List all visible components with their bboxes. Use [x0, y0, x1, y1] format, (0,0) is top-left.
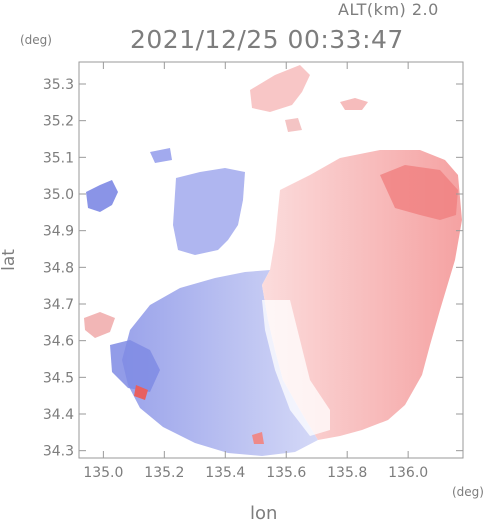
- plot-frame: [78, 61, 464, 459]
- y-tick-label: 35.2: [43, 114, 74, 130]
- y-tick-label: 34.6: [43, 334, 74, 350]
- x-tick-label: 135.4: [205, 465, 245, 481]
- y-tick-label: 34.5: [43, 370, 74, 386]
- x-tick-label: 135.6: [266, 465, 306, 481]
- approaching-echo-region: [122, 270, 318, 456]
- timestamp-title: 2021/12/25 00:33:47: [130, 25, 404, 54]
- approaching-echo-region-north: [173, 168, 245, 255]
- receding-echo-region-north: [250, 65, 310, 112]
- y-axis: 34.3 34.4 34.5 34.6 34.7 34.8 34.9 35.0 35.1 35.2…: [43, 77, 463, 460]
- altitude-label: ALT(km) 2.0: [338, 0, 439, 19]
- y-tick-label: 35.1: [43, 150, 74, 166]
- y-tick-label: 35.3: [43, 77, 74, 93]
- y-tick-label: 34.3: [43, 444, 74, 460]
- x-tick-label: 136.0: [388, 465, 428, 481]
- y-unit-label: (deg): [20, 33, 52, 47]
- x-tick-label: 135.8: [327, 465, 367, 481]
- x-tick-label: 135.2: [144, 465, 184, 481]
- y-tick-label: 34.9: [43, 224, 74, 240]
- x-unit-label: (deg): [452, 485, 484, 499]
- y-tick-label: 34.4: [43, 407, 74, 423]
- x-axis-label: lon: [250, 503, 278, 524]
- y-tick-label: 34.7: [43, 297, 74, 313]
- x-tick-label: 135.0: [83, 465, 123, 481]
- y-tick-label: 35.0: [43, 187, 74, 203]
- y-tick-label: 34.8: [43, 260, 74, 276]
- echo-layer: [84, 65, 462, 456]
- x-axis: 135.0 135.2 135.4 135.6 135.8 136.0: [83, 62, 428, 481]
- receding-echo-region: [262, 150, 462, 440]
